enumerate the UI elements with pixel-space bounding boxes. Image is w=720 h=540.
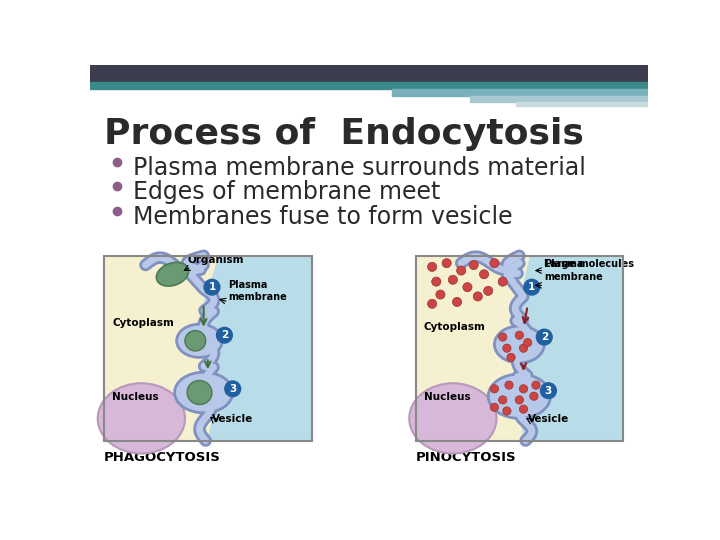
Circle shape	[490, 259, 499, 268]
Circle shape	[436, 290, 445, 299]
Circle shape	[480, 269, 489, 279]
Circle shape	[463, 282, 472, 292]
Text: Cytoplasm: Cytoplasm	[424, 322, 486, 332]
Ellipse shape	[156, 262, 189, 286]
Circle shape	[536, 329, 552, 345]
Circle shape	[490, 403, 498, 411]
Circle shape	[456, 266, 466, 275]
Circle shape	[225, 381, 240, 397]
Circle shape	[519, 384, 528, 393]
Text: 1: 1	[208, 282, 215, 292]
Circle shape	[516, 396, 523, 404]
Circle shape	[523, 339, 532, 347]
Text: Process of  Endocytosis: Process of Endocytosis	[104, 117, 584, 151]
Text: Plasma
membrane: Plasma membrane	[544, 259, 603, 282]
Circle shape	[519, 405, 528, 413]
Text: Membranes fuse to form vesicle: Membranes fuse to form vesicle	[132, 205, 512, 229]
Bar	[90, 65, 648, 82]
Circle shape	[505, 381, 513, 389]
Text: Nucleus: Nucleus	[112, 392, 159, 402]
Circle shape	[217, 327, 233, 343]
Polygon shape	[415, 256, 530, 441]
Ellipse shape	[488, 374, 551, 418]
Bar	[104, 256, 312, 441]
Text: Cytoplasm: Cytoplasm	[112, 318, 174, 328]
Text: 3: 3	[545, 386, 552, 396]
Text: Large molecules: Large molecules	[544, 259, 634, 269]
Text: 2: 2	[221, 330, 228, 340]
Circle shape	[473, 292, 482, 301]
Text: Nucleus: Nucleus	[424, 392, 470, 402]
Bar	[392, 90, 648, 96]
Circle shape	[469, 260, 478, 269]
Circle shape	[530, 392, 538, 400]
Text: 3: 3	[229, 384, 236, 394]
Circle shape	[490, 384, 498, 393]
Bar	[516, 102, 648, 106]
Text: PINOCYTOSIS: PINOCYTOSIS	[415, 451, 516, 464]
Ellipse shape	[174, 372, 233, 413]
Bar	[415, 256, 624, 441]
Circle shape	[432, 277, 441, 286]
Ellipse shape	[409, 383, 497, 454]
Bar	[469, 96, 648, 102]
Bar	[415, 256, 624, 441]
Circle shape	[524, 279, 540, 295]
Text: Organism: Organism	[187, 255, 243, 265]
Text: PHAGOCYTOSIS: PHAGOCYTOSIS	[104, 451, 221, 464]
Circle shape	[519, 344, 528, 352]
Text: Edges of membrane meet: Edges of membrane meet	[132, 180, 440, 204]
Bar	[104, 256, 312, 441]
Text: Vesicle: Vesicle	[528, 414, 569, 424]
Circle shape	[498, 396, 507, 404]
Ellipse shape	[185, 330, 206, 351]
Circle shape	[442, 259, 451, 268]
Circle shape	[204, 279, 220, 295]
Circle shape	[541, 383, 557, 399]
Polygon shape	[104, 256, 218, 441]
Circle shape	[428, 262, 437, 272]
Circle shape	[484, 286, 492, 295]
Text: 2: 2	[541, 332, 548, 342]
Text: Plasma membrane surrounds material: Plasma membrane surrounds material	[132, 156, 585, 180]
Ellipse shape	[187, 381, 212, 404]
Text: 1: 1	[528, 282, 536, 292]
Circle shape	[532, 381, 540, 389]
Circle shape	[498, 333, 507, 341]
Circle shape	[507, 353, 516, 361]
Bar	[90, 82, 648, 90]
Circle shape	[449, 275, 457, 285]
Circle shape	[498, 277, 508, 286]
Ellipse shape	[98, 383, 185, 454]
Circle shape	[503, 407, 511, 415]
Ellipse shape	[176, 324, 222, 357]
Text: Plasma
membrane: Plasma membrane	[228, 280, 287, 302]
Circle shape	[516, 331, 523, 339]
Ellipse shape	[495, 326, 544, 363]
Text: Vesicle: Vesicle	[212, 414, 253, 424]
Circle shape	[428, 299, 437, 308]
Circle shape	[503, 344, 511, 352]
Circle shape	[452, 298, 462, 307]
